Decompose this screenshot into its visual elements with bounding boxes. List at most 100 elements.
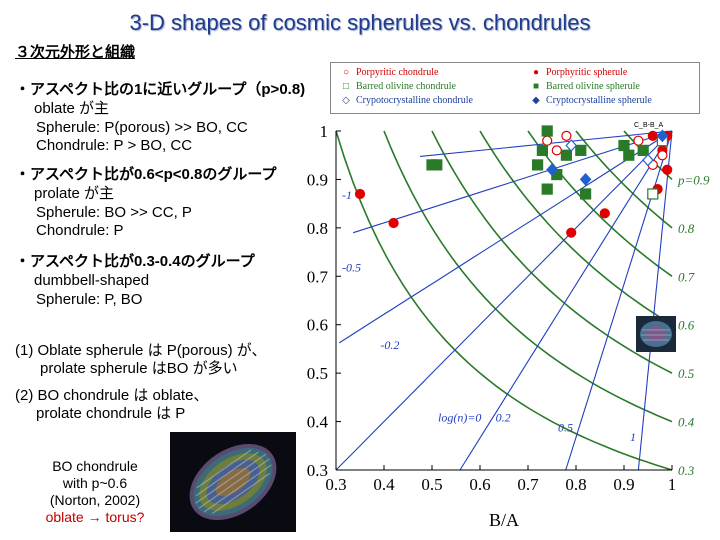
y-tick-label: 0.8 [307, 219, 328, 238]
legend-label: Cryptocrystalline spherule [546, 95, 652, 106]
data-point-circle [647, 130, 658, 141]
p-contour-label: 0.5 [678, 366, 695, 381]
caption-line2: with p~0.6 [62, 475, 128, 491]
p-contour-line [431, 130, 673, 374]
data-point-square [541, 125, 553, 137]
group2-line2: Spherule: BO >> CC, P [36, 204, 192, 221]
group1-line2: Spherule: P(porous) >> BO, CC [36, 119, 248, 136]
data-point-circle [657, 150, 668, 161]
legend-label: Barred olivine spherule [546, 81, 640, 92]
open-circle-icon: ○ [342, 67, 350, 78]
data-point-square [623, 149, 635, 161]
data-point-diamond [656, 129, 669, 143]
x-tick-label: 1 [668, 475, 677, 494]
data-point-circle [388, 217, 399, 229]
p-contour-line [575, 130, 673, 229]
p-contour-line [383, 130, 673, 423]
corner-label: C_B-B_A [634, 122, 664, 129]
chart-legend: ○ Porpyritic chondrule ● Porphyritic spher… [330, 62, 700, 114]
legend-label: Crypotocrystalline chondrule [356, 95, 473, 106]
data-point-square [560, 149, 572, 161]
legend-bo-spherule: ■ Barred olivine spherule [531, 81, 640, 92]
data-point-diamond [642, 153, 654, 167]
logn-line [565, 130, 673, 471]
caption-line1: BO chondrule [52, 458, 138, 474]
section-heading: ３次元外形と組織 [15, 44, 136, 61]
data-point-square [431, 159, 443, 171]
data-point-circle [551, 145, 562, 156]
data-point-circle [561, 130, 572, 141]
logn-line [637, 130, 673, 471]
inset-micrograph [636, 316, 676, 352]
x-tick-label: 0.7 [517, 475, 539, 494]
group3-line2: Spherule: P, BO [36, 291, 143, 308]
data-point-square [575, 144, 587, 156]
logn-label: 0.2 [496, 411, 511, 425]
legend-label: Porpyritic chondrule [356, 67, 439, 78]
y-tick-label: 0.7 [307, 267, 329, 286]
y-tick-label: 0.5 [307, 364, 328, 383]
data-point-circle [566, 227, 577, 238]
chondrule-micrograph [170, 432, 296, 532]
p-contour-label: p=0.9 [677, 172, 710, 187]
data-point-diamond [579, 173, 592, 186]
data-point-diamond [546, 163, 558, 177]
x-axis-title: B/A [489, 510, 519, 530]
p-contour-label: 0.4 [678, 415, 695, 430]
caption-line3: (Norton, 2002) [49, 492, 141, 508]
image-caption: BO chondrule with p~0.6 (Norton, 2002) o… [14, 458, 176, 526]
data-point-circle [542, 135, 553, 146]
legend-label: Barred olivine chondrule [356, 81, 456, 92]
logn-label: 1 [630, 430, 636, 444]
open-diamond-icon: ◇ [342, 95, 350, 106]
legend-cc-chondrule: ◇ Crypotocrystalline chondrule [341, 95, 473, 106]
data-point-square [580, 188, 592, 200]
p-contour-label: 0.6 [678, 318, 695, 333]
legend-bo-chondrule: □ Barred olivine chondrule [341, 81, 456, 92]
data-point-square [541, 183, 553, 195]
y-tick-label: 0.9 [307, 170, 328, 189]
p-contour-label: 0.3 [678, 463, 695, 478]
x-tick-label: 0.5 [421, 475, 442, 494]
filled-diamond-icon: ◆ [532, 95, 540, 106]
group1-line1: oblate が主 [34, 100, 110, 117]
p-contour-line [527, 130, 673, 277]
data-point-square [618, 139, 630, 152]
logn-label: -0.5 [342, 260, 361, 274]
y-tick-label: 0.6 [307, 316, 328, 335]
logn-label: 0.5 [558, 420, 573, 434]
logn-label: -0.2 [380, 338, 399, 352]
x-tick-label: 0.6 [469, 475, 490, 494]
data-point-circle [354, 188, 366, 200]
y-tick-label: 0.3 [307, 461, 328, 480]
note1-line2: prolate spherule はBO が多い [40, 360, 238, 377]
data-point-square [536, 144, 548, 156]
data-point-circle [662, 164, 673, 175]
x-tick-label: 0.4 [373, 475, 395, 494]
group2-line1: prolate が主 [34, 185, 115, 202]
data-point-circle [599, 208, 610, 219]
legend-cc-spherule: ◆ Cryptocrystalline spherule [531, 95, 652, 106]
note1-line1: (1) Oblate spherule は P(porous) が、 [15, 342, 267, 359]
note2-line2: prolate chondrule は P [36, 405, 186, 422]
logn-line [338, 130, 673, 344]
data-point-circle [633, 135, 644, 146]
open-square-icon: □ [342, 81, 350, 92]
group3-line1: dumbbell-shaped [34, 272, 150, 289]
logn-label: log(n)=0 [438, 411, 481, 425]
group2-title: ・アスペクト比が0.6<p<0.8のグループ [15, 166, 277, 183]
filled-square-icon: ■ [532, 81, 540, 92]
slide-title: 3-D shapes of cosmic spherules vs. chond… [129, 10, 591, 35]
logn-line [459, 130, 673, 471]
data-point-square [647, 188, 659, 200]
group1-line3: Chondrule: P > BO, CC [36, 137, 193, 154]
legend-porphyritic-chondrule: ○ Porpyritic chondrule [341, 67, 439, 78]
group2-line3: Chondrule: P [36, 222, 124, 239]
data-point-square [637, 144, 649, 156]
filled-circle-icon: ● [532, 67, 540, 78]
group1-title: ・アスペクト比の1に近いグループ（p>0.8) [15, 81, 306, 98]
p-contour-label: 0.7 [678, 269, 695, 284]
data-point-diamond [565, 139, 578, 152]
p-contour-line [335, 130, 673, 471]
note2-line1: (2) BO chondrule は oblate、 [15, 387, 209, 404]
